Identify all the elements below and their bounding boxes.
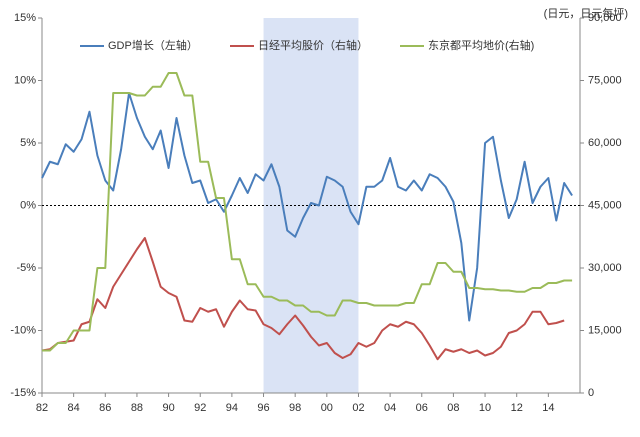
y-tick-label: -15%	[10, 387, 36, 399]
y2-tick-label: 90,000	[588, 12, 622, 24]
series-line	[41, 92, 573, 322]
series-line	[41, 237, 565, 361]
y-tick-label: -10%	[10, 324, 36, 336]
y-tick-label: -5%	[16, 262, 36, 274]
y-tick-label: 5%	[20, 137, 36, 149]
x-tick-label: 90	[162, 402, 174, 414]
legend-label: 东京都平均地价(右轴)	[428, 38, 534, 52]
y-tick-label: 10%	[14, 74, 36, 86]
x-tick-label: 04	[384, 402, 396, 414]
y2-tick-label: 0	[588, 387, 594, 399]
y2-tick-label: 30,000	[588, 262, 622, 274]
x-tick-label: 86	[99, 402, 111, 414]
x-tick-label: 10	[479, 402, 491, 414]
x-tick-label: 12	[511, 402, 523, 414]
x-tick-label: 82	[36, 402, 48, 414]
x-tick-label: 88	[131, 402, 143, 414]
x-tick-label: 98	[289, 402, 301, 414]
y2-tick-label: 60,000	[588, 137, 622, 149]
x-tick-label: 06	[416, 402, 428, 414]
y2-tick-label: 45,000	[588, 199, 622, 211]
x-tick-label: 96	[257, 402, 269, 414]
y-tick-label: 15%	[14, 12, 36, 24]
x-tick-label: 02	[352, 402, 364, 414]
y2-axis-label: (日元，日元每坪)	[544, 6, 628, 20]
y-tick-label: 0%	[20, 199, 36, 211]
x-tick-label: 92	[194, 402, 206, 414]
legend-label: 日经平均股价（右轴）	[258, 38, 368, 52]
legend-label: GDP增长（左轴）	[108, 38, 198, 52]
x-tick-label: 14	[542, 402, 554, 414]
y2-tick-label: 75,000	[588, 74, 622, 86]
x-tick-label: 94	[226, 402, 238, 414]
series-line	[42, 72, 573, 352]
x-tick-label: 00	[321, 402, 333, 414]
y2-tick-label: 15,000	[588, 324, 622, 336]
x-tick-label: 08	[447, 402, 459, 414]
x-tick-label: 84	[68, 402, 80, 414]
